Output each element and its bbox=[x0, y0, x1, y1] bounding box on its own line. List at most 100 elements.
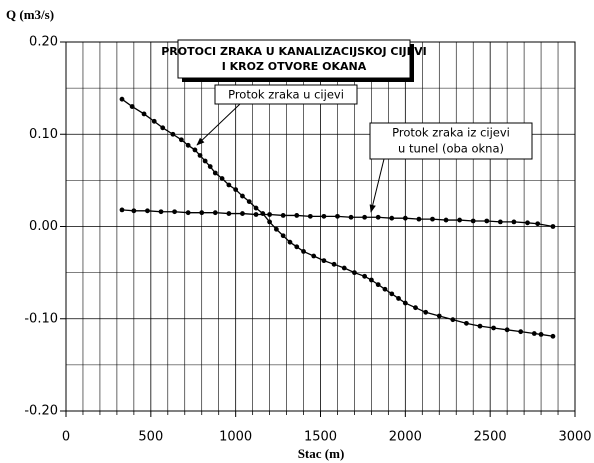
data-point bbox=[416, 216, 422, 222]
data-point bbox=[550, 224, 556, 229]
data-point bbox=[226, 182, 232, 188]
y-axis-label: Q (m3/s) bbox=[6, 7, 54, 22]
data-point bbox=[119, 207, 125, 213]
data-point bbox=[423, 309, 429, 315]
data-point bbox=[280, 233, 286, 239]
data-point bbox=[294, 244, 300, 250]
data-point bbox=[119, 96, 125, 102]
x-tick-label: 1000 bbox=[219, 430, 252, 445]
x-tick-label: 500 bbox=[138, 430, 163, 445]
data-point bbox=[321, 213, 327, 219]
data-point bbox=[267, 212, 272, 217]
data-point bbox=[192, 147, 198, 153]
data-point bbox=[129, 104, 135, 109]
data-point bbox=[531, 331, 537, 336]
data-point bbox=[484, 218, 490, 224]
data-point bbox=[396, 296, 401, 301]
x-tick-label: 0 bbox=[62, 430, 70, 445]
data-point bbox=[273, 226, 279, 232]
data-point bbox=[207, 164, 213, 169]
data-point bbox=[369, 277, 374, 283]
data-point bbox=[352, 270, 357, 276]
data-point bbox=[294, 213, 300, 218]
data-point bbox=[141, 111, 147, 117]
data-point bbox=[307, 213, 313, 219]
annotation: Protok zraka u cijevi bbox=[228, 88, 344, 102]
data-point bbox=[185, 210, 191, 216]
data-point bbox=[348, 214, 354, 220]
data-point bbox=[219, 176, 225, 181]
data-point bbox=[382, 286, 388, 292]
data-point bbox=[443, 217, 449, 223]
annotation-arrow bbox=[196, 103, 241, 146]
title-box bbox=[177, 39, 411, 79]
data-point bbox=[535, 221, 541, 227]
annotation: u tunel (oba okna) bbox=[398, 142, 504, 156]
data-point bbox=[497, 219, 503, 225]
data-point bbox=[470, 218, 476, 224]
data-point bbox=[464, 320, 469, 326]
x-tick-label: 3000 bbox=[558, 430, 591, 445]
data-point bbox=[362, 273, 368, 279]
data-point bbox=[389, 215, 395, 221]
data-point bbox=[525, 220, 530, 226]
data-point bbox=[212, 170, 218, 176]
x-tick-label: 1500 bbox=[304, 430, 337, 445]
data-point bbox=[158, 209, 164, 215]
data-point bbox=[246, 199, 252, 204]
data-point bbox=[240, 193, 245, 199]
data-point bbox=[145, 208, 150, 214]
y-tick-label: -0.10 bbox=[24, 311, 58, 326]
data-point bbox=[341, 265, 347, 271]
data-point bbox=[233, 187, 239, 193]
annotation: Protok zraka iz cijevi bbox=[392, 126, 510, 140]
data-point bbox=[450, 317, 456, 323]
x-tick-label: 2000 bbox=[389, 430, 422, 445]
chart-title: PROTOCI ZRAKA U KANALIZACIJSKOJ CIJEVI bbox=[161, 45, 427, 58]
data-point bbox=[260, 211, 266, 216]
data-point bbox=[253, 205, 259, 211]
data-point bbox=[226, 211, 232, 216]
data-point bbox=[212, 210, 218, 216]
data-point bbox=[197, 153, 203, 158]
y-tick-label: -0.20 bbox=[24, 404, 58, 419]
data-point bbox=[413, 305, 418, 311]
annotation-box bbox=[214, 84, 358, 105]
data-point bbox=[253, 212, 259, 217]
data-point bbox=[538, 332, 544, 337]
data-point bbox=[436, 313, 442, 319]
data-point bbox=[375, 282, 381, 288]
y-tick-label: 0.00 bbox=[29, 219, 58, 234]
y-tick-label: 0.10 bbox=[29, 127, 58, 142]
chart-title: I KROZ OTVORE OKANA bbox=[222, 60, 367, 73]
data-point bbox=[402, 300, 408, 306]
data-point bbox=[202, 158, 208, 164]
data-point bbox=[160, 125, 166, 131]
data-point bbox=[550, 333, 556, 339]
data-point bbox=[267, 219, 272, 225]
data-point bbox=[311, 253, 317, 259]
data-point bbox=[402, 215, 408, 221]
data-point bbox=[518, 329, 524, 335]
data-point bbox=[375, 214, 381, 220]
y-tick-label: 0.20 bbox=[29, 35, 58, 50]
data-point bbox=[331, 261, 337, 267]
data-point bbox=[457, 217, 463, 223]
data-point bbox=[491, 325, 496, 331]
data-point bbox=[131, 208, 137, 214]
data-point bbox=[389, 291, 395, 297]
data-point bbox=[170, 131, 176, 137]
data-point bbox=[504, 327, 510, 333]
annotation-arrow bbox=[369, 158, 385, 213]
data-point bbox=[511, 219, 517, 225]
data-point bbox=[151, 118, 157, 124]
data-point bbox=[430, 216, 435, 222]
data-point bbox=[287, 239, 293, 245]
x-axis-label: Stac (m) bbox=[298, 446, 345, 461]
data-point bbox=[178, 137, 184, 143]
data-point bbox=[240, 211, 245, 216]
x-tick-label: 2500 bbox=[474, 430, 507, 445]
data-point bbox=[321, 258, 327, 264]
data-point bbox=[477, 323, 483, 329]
